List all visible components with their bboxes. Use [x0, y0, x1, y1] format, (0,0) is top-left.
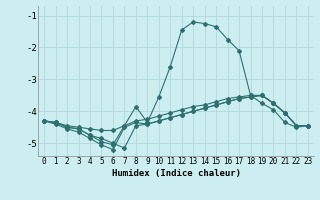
- X-axis label: Humidex (Indice chaleur): Humidex (Indice chaleur): [111, 169, 241, 178]
